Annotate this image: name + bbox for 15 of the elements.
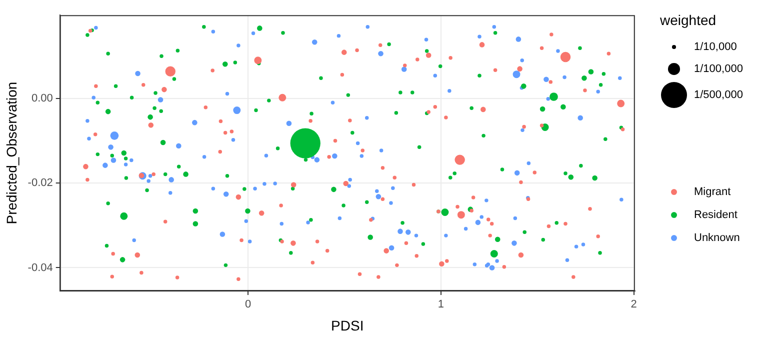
legend-label: Resident (694, 208, 738, 221)
legend-label: Unknown (694, 232, 740, 244)
y-tick-label: -0.04 (28, 262, 53, 274)
y-axis-title: Predicted_Observation (3, 82, 20, 224)
y-tick-label: -0.02 (28, 177, 53, 190)
x-axis-title: PDSI (331, 317, 364, 334)
legend-label: 1/10,000 (694, 41, 737, 53)
legend-label: 1/100,000 (694, 63, 743, 75)
legend-title: weighted (660, 12, 718, 28)
x-tick-label: 0 (245, 298, 252, 311)
legend-label: Migrant (694, 186, 731, 198)
x-tick-label: 2 (630, 298, 637, 311)
legend-label: 1/500,000 (694, 89, 743, 102)
y-tick-label: 0.00 (31, 92, 53, 104)
x-tick-label: 1 (438, 298, 444, 311)
